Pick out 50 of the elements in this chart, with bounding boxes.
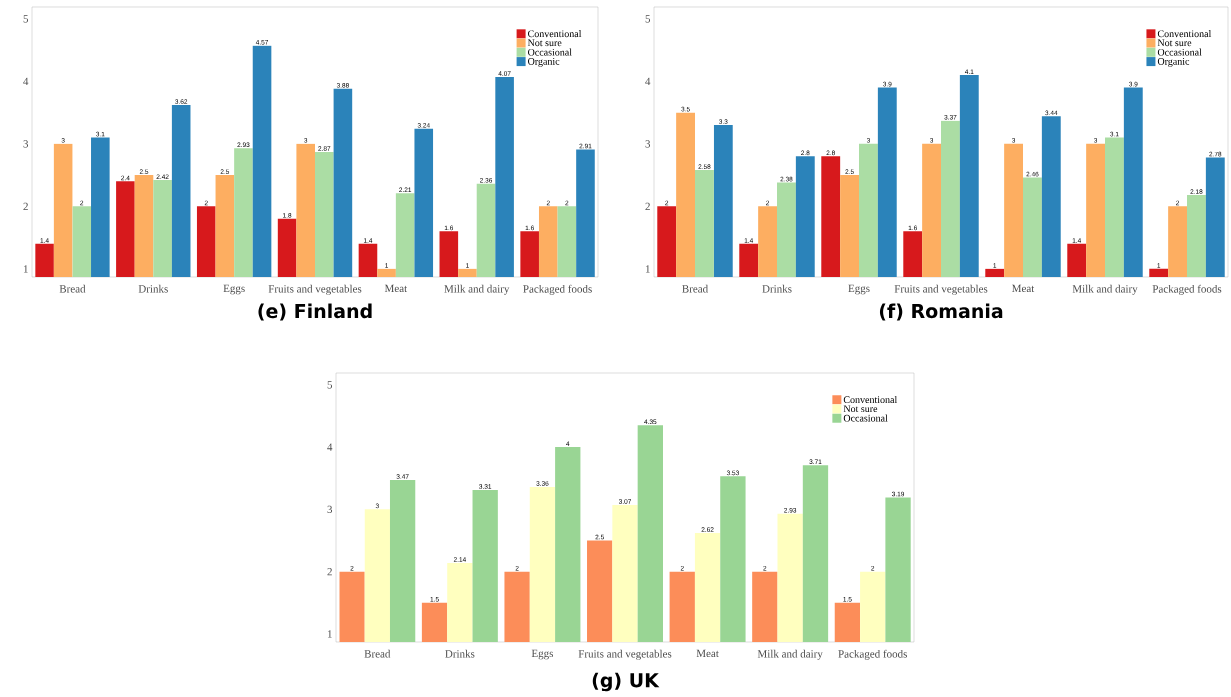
x-tick-label: Meat: [696, 649, 719, 658]
text: (g) UK: [592, 672, 660, 692]
y-tick-label: 4: [327, 443, 333, 451]
y-tick-label: 2: [23, 202, 28, 211]
text: (e) Finland: [258, 303, 372, 321]
legend-label: Not sure: [1157, 39, 1192, 47]
x-tick-label: Packaged foods: [1152, 284, 1222, 295]
y-tick-label: 3: [23, 140, 29, 148]
y-tick-label: 4: [645, 77, 651, 85]
x-tick-label: Milk and dairy: [1072, 284, 1138, 295]
x-tick-label: Meat: [1012, 284, 1035, 293]
legend-label: Conventional: [1157, 30, 1212, 38]
y-tick-label: 3: [645, 140, 651, 148]
y-tick-label: 1: [23, 265, 28, 273]
legend-label: Not sure: [843, 405, 878, 413]
y-tick-label: 2: [645, 202, 650, 211]
y-tick-label: 5: [23, 15, 29, 23]
x-tick-label: Milk and dairy: [757, 649, 823, 660]
x-tick-label: Eggs: [223, 284, 245, 295]
y-tick-label: 1: [327, 630, 332, 638]
legend-label: Organic: [1157, 58, 1190, 67]
legend-label: Conventional: [843, 396, 898, 404]
x-tick-label: Packaged foods: [838, 649, 907, 660]
y-tick-label: 2: [327, 568, 332, 576]
x-tick-label: Eggs: [531, 649, 554, 660]
x-tick-label: Drinks: [445, 649, 475, 658]
legend-label: Occasional: [1157, 48, 1202, 56]
x-tick-label: Milk and dairy: [444, 284, 510, 295]
legend-label: Conventional: [528, 30, 582, 38]
x-tick-label: Bread: [364, 649, 391, 658]
legend-label: Occasional: [843, 414, 888, 422]
y-tick-label: 4: [23, 77, 29, 85]
x-tick-label: Drinks: [138, 284, 168, 293]
y-tick-label: 1: [645, 265, 650, 273]
y-tick-label: 5: [327, 381, 333, 389]
legend-label: Occasional: [528, 48, 572, 56]
text: (f) Romania: [879, 303, 1003, 321]
x-tick-label: Drinks: [762, 284, 792, 293]
legend-label: Not sure: [527, 39, 562, 47]
x-tick-label: Bread: [59, 284, 86, 293]
x-tick-label: Packaged foods: [523, 284, 592, 295]
x-tick-label: Fruits and vegetables: [578, 649, 672, 660]
x-tick-label: Meat: [384, 284, 408, 293]
y-tick-label: 5: [645, 15, 651, 23]
y-tick-label: 3: [327, 505, 333, 514]
x-tick-label: Fruits and vegetables: [894, 284, 988, 295]
x-tick-label: Fruits and vegetables: [268, 284, 362, 295]
legend-label: Organic: [528, 58, 560, 67]
x-tick-label: Bread: [682, 284, 709, 293]
x-tick-label: Eggs: [848, 284, 870, 295]
